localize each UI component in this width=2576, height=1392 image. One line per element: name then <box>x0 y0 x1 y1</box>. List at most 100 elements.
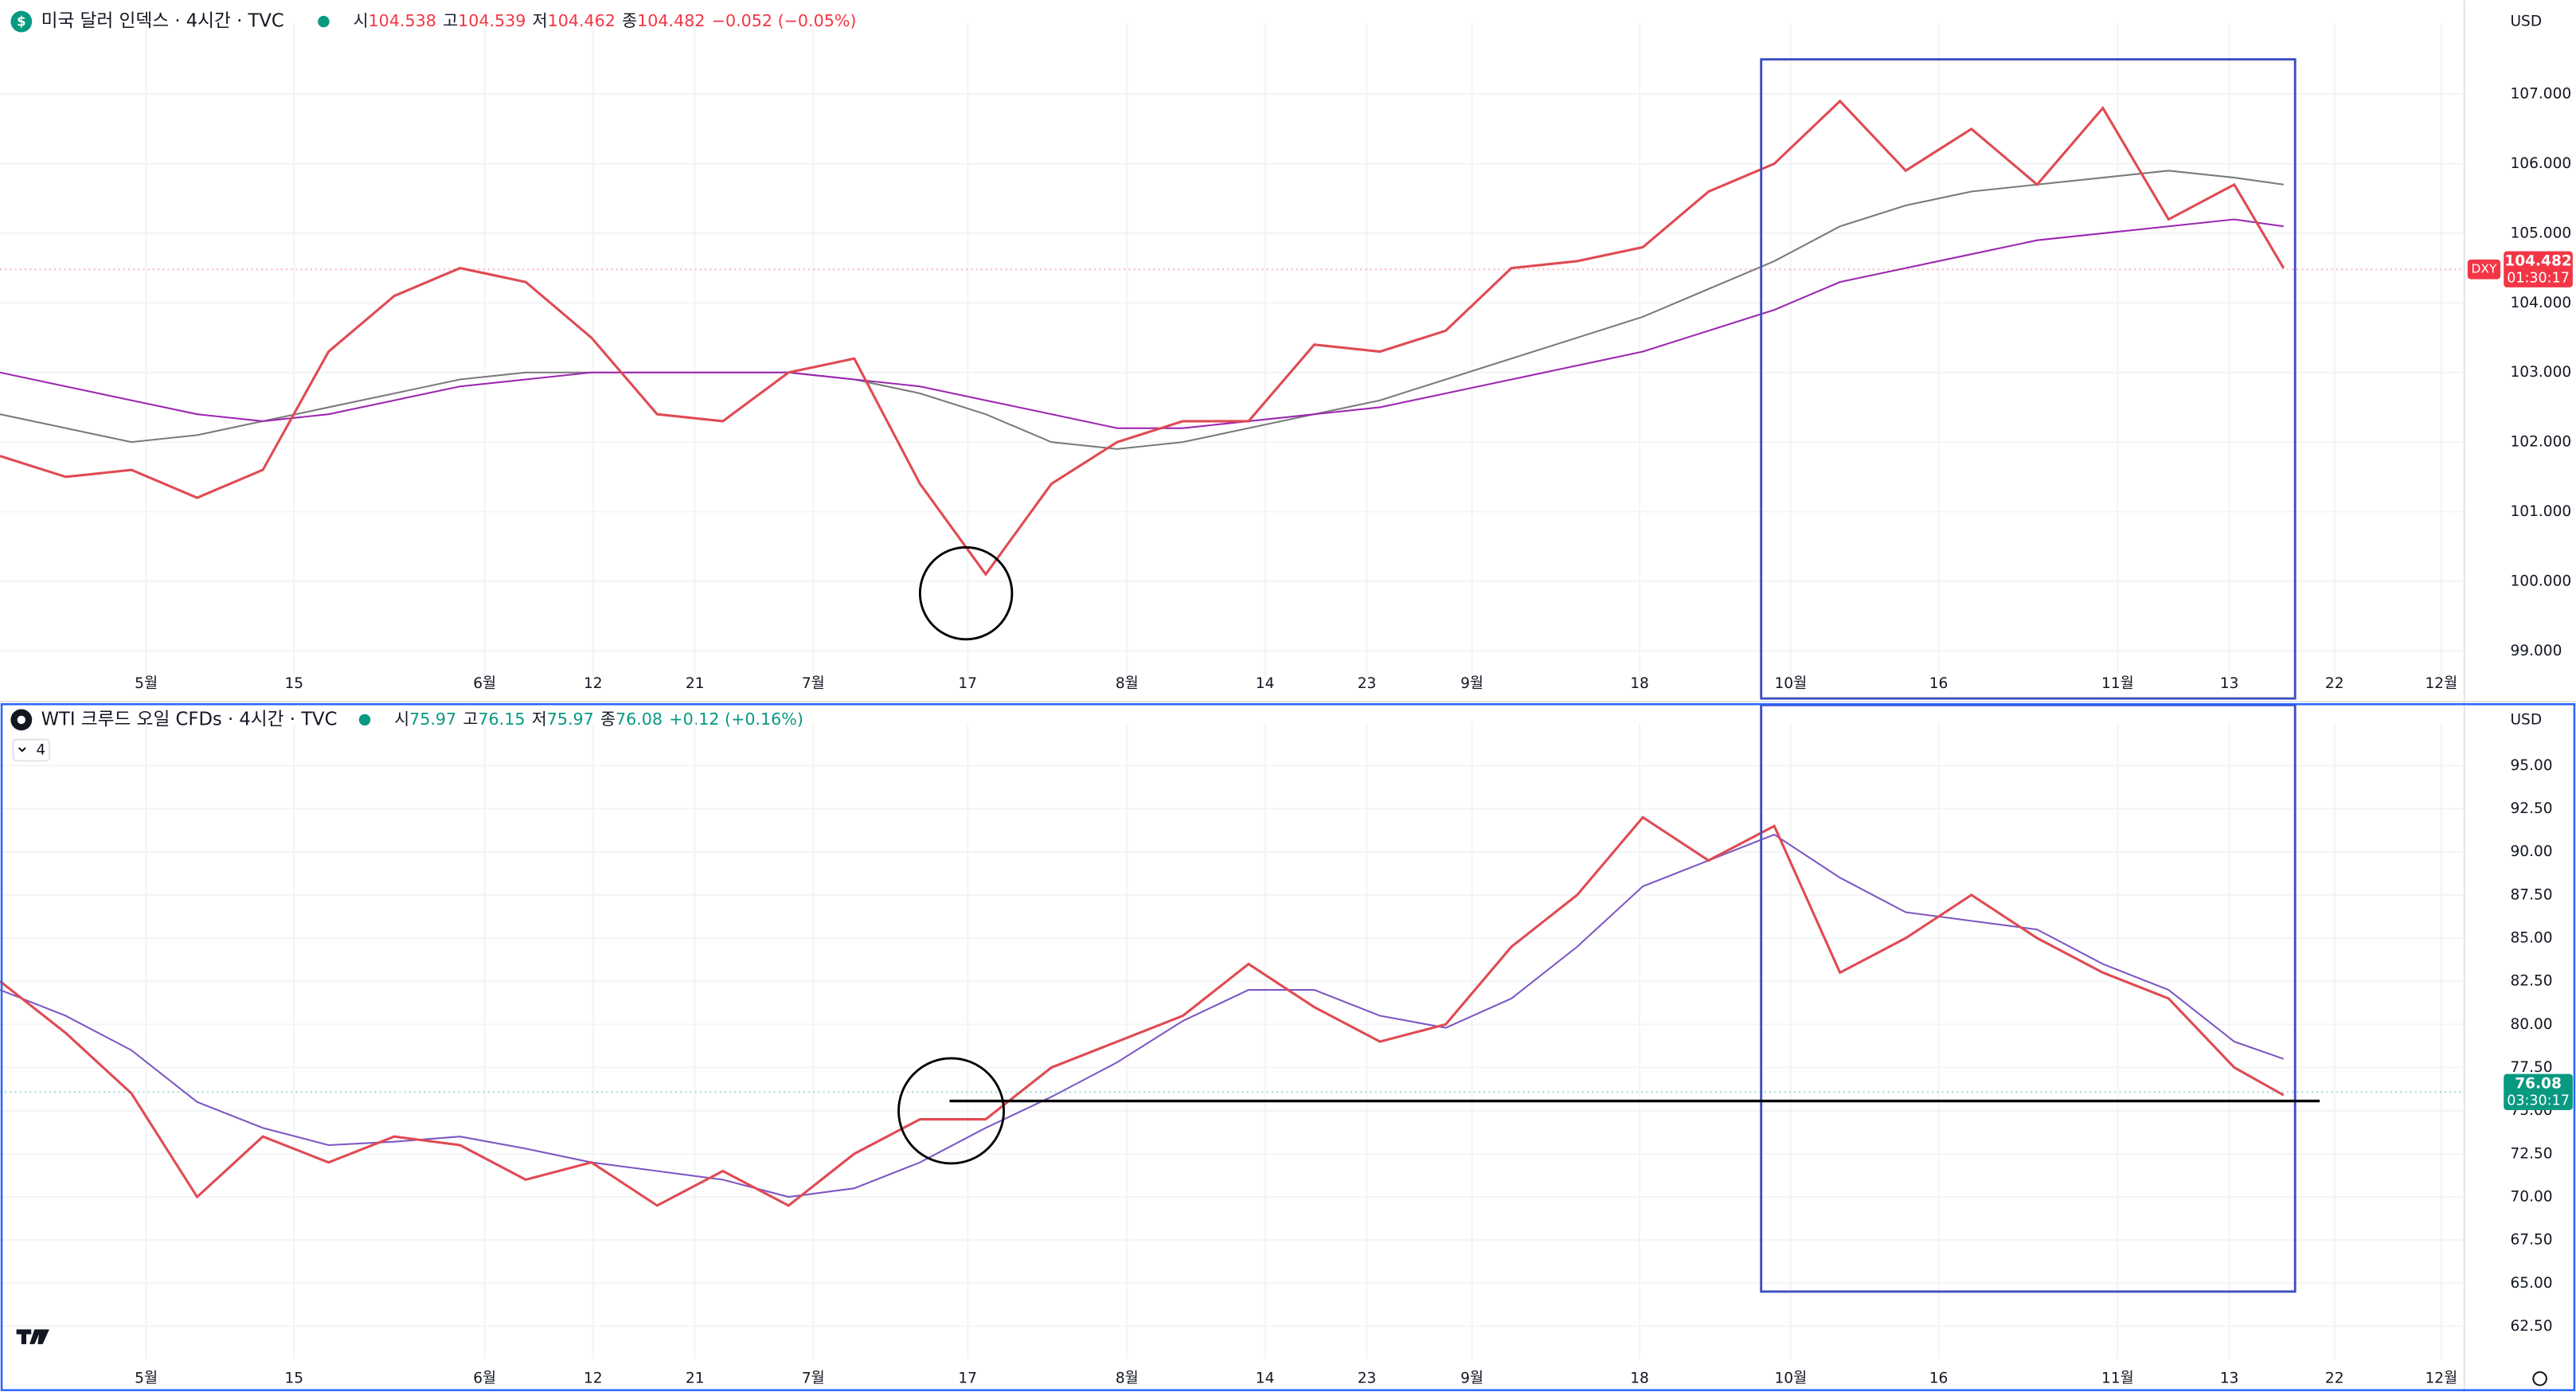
y-tick-label: 70.00 <box>2510 1189 2552 1206</box>
x-tick-label: 18 <box>1630 1370 1649 1387</box>
active-pane-frame <box>0 703 2576 1391</box>
ohlc-key: 종 <box>600 710 616 729</box>
y-tick-label: 72.50 <box>2510 1145 2552 1162</box>
x-tick-label: 23 <box>1358 675 1377 692</box>
x-tick-label: 12 <box>584 1370 603 1387</box>
y-tick-label: 104.000 <box>2510 295 2571 311</box>
y-tick-label: 99.000 <box>2510 643 2562 659</box>
price-line <box>0 99 2285 577</box>
chart-title[interactable]: 미국 달러 인덱스 · 4시간 · TVC <box>41 11 284 32</box>
x-tick-label: 6월 <box>473 675 496 692</box>
y-tick-label: 65.00 <box>2510 1275 2552 1292</box>
x-tick-label: 9월 <box>1460 1370 1483 1387</box>
y-tick-label: 67.50 <box>2510 1232 2552 1249</box>
x-tick-label: 10월 <box>1774 1370 1807 1387</box>
symbol-tag-text: DXY <box>2471 262 2497 276</box>
drawing-rectangle[interactable] <box>1760 58 2297 700</box>
y-tick-label: 102.000 <box>2510 434 2571 451</box>
indicator-toggle[interactable] <box>12 738 50 762</box>
x-tick-label: 14 <box>1256 1370 1275 1387</box>
price-tag-value: 104.482 <box>2504 252 2571 269</box>
y-tick-label: 105.000 <box>2510 225 2571 241</box>
x-tick-label: 23 <box>1358 1370 1377 1387</box>
ohlc-key: 고 <box>463 710 478 729</box>
y-tick-label: 80.00 <box>2510 1016 2552 1033</box>
ohlc-value: 104.539 <box>458 11 526 30</box>
ohlc-value: 76.08 <box>616 710 663 729</box>
x-tick-label: 8월 <box>1116 1370 1139 1387</box>
y-tick-label: 95.00 <box>2510 757 2552 774</box>
x-tick-label: 17 <box>958 1370 977 1387</box>
y-tick-label: 92.50 <box>2510 800 2552 817</box>
x-tick-label: 21 <box>686 1370 705 1387</box>
ohlc-key: 시 <box>394 710 409 729</box>
ohlc-value: 104.538 <box>369 11 436 30</box>
indicator-count: 4 <box>36 742 45 759</box>
chart-title[interactable]: WTI 크루드 오일 CFDs · 4시간 · TVC <box>41 709 338 729</box>
x-tick-label: 13 <box>2220 1370 2239 1387</box>
y-tick-label: 77.50 <box>2510 1059 2552 1076</box>
x-tick-label: 13 <box>2220 675 2239 692</box>
price-line <box>0 815 2285 1207</box>
price-tag <box>2504 251 2573 287</box>
x-tick-label: 17 <box>958 675 977 692</box>
currency[interactable]: USD <box>2510 711 2542 728</box>
ohlc-value: 75.97 <box>409 710 456 729</box>
ohlc-change: −0.052 (−0.05%) <box>712 11 857 30</box>
y-tick-label: 103.000 <box>2510 364 2571 381</box>
symbol-icon-glyph: $ <box>17 14 25 29</box>
y-tick-label: 82.50 <box>2510 973 2552 990</box>
ohlc-key: 시 <box>354 11 369 30</box>
ohlc-value: 76.15 <box>478 710 525 729</box>
y-tick-label: 62.50 <box>2510 1318 2552 1335</box>
x-tick-label: 5월 <box>135 1370 158 1387</box>
x-tick-label: 7월 <box>802 1370 825 1387</box>
settings-icon[interactable] <box>2532 1370 2547 1386</box>
ohlc-key: 저 <box>532 710 547 729</box>
price-tag-value: 76.08 <box>2515 1075 2562 1092</box>
ohlc-key: 종 <box>622 11 637 30</box>
market-status <box>318 15 330 28</box>
symbol-icon <box>10 10 33 33</box>
x-tick-label: 6월 <box>473 1370 496 1387</box>
y-tick-label: 101.000 <box>2510 503 2571 520</box>
y-tick-label: 100.000 <box>2510 573 2571 589</box>
symbol-tag <box>2467 259 2501 280</box>
drawing-circle[interactable] <box>918 545 1014 641</box>
x-tick-label: 7월 <box>802 675 825 692</box>
x-tick-label: 15 <box>284 1370 303 1387</box>
x-tick-label: 12월 <box>2425 1370 2457 1387</box>
ohlc-key: 고 <box>443 11 458 30</box>
drawing-circle[interactable] <box>897 1057 1006 1165</box>
y-tick-label: 107.000 <box>2510 86 2571 103</box>
x-tick-label: 11월 <box>2101 675 2134 692</box>
chevron <box>18 747 26 753</box>
x-tick-label: 12 <box>584 675 603 692</box>
ohlc-legend: 시75.97 고76.15 저75.97 종76.08 +0.12 (+0.16%) <box>394 710 803 729</box>
x-tick-label: 16 <box>1929 1370 1949 1387</box>
x-tick-label: 5월 <box>135 675 158 692</box>
x-tick-label: 15 <box>284 675 303 692</box>
price-tag <box>2504 1073 2573 1110</box>
price-line <box>0 170 2284 450</box>
price-tag-countdown: 01:30:17 <box>2507 271 2570 287</box>
x-tick-label: 11월 <box>2101 1370 2134 1387</box>
ohlc-legend: 시104.538 고104.539 저104.462 종104.482 −0.052 (… <box>354 11 857 30</box>
x-tick-label: 22 <box>2325 675 2344 692</box>
logo[interactable] <box>16 1329 49 1344</box>
price-tag-countdown: 03:30:17 <box>2507 1093 2570 1109</box>
market-status <box>358 714 371 726</box>
x-tick-label: 16 <box>1929 675 1949 692</box>
x-tick-label: 22 <box>2325 1370 2344 1387</box>
ohlc-change: +0.12 (+0.16%) <box>669 710 803 729</box>
x-tick-label: 10월 <box>1774 675 1807 692</box>
currency[interactable]: USD <box>2510 14 2542 30</box>
ohlc-key: 저 <box>533 11 548 30</box>
ohlc-value: 75.97 <box>547 710 594 729</box>
x-tick-label: 21 <box>686 675 705 692</box>
x-tick-label: 12월 <box>2425 675 2457 692</box>
price-line <box>0 218 2284 429</box>
y-tick-label: 106.000 <box>2510 155 2571 172</box>
